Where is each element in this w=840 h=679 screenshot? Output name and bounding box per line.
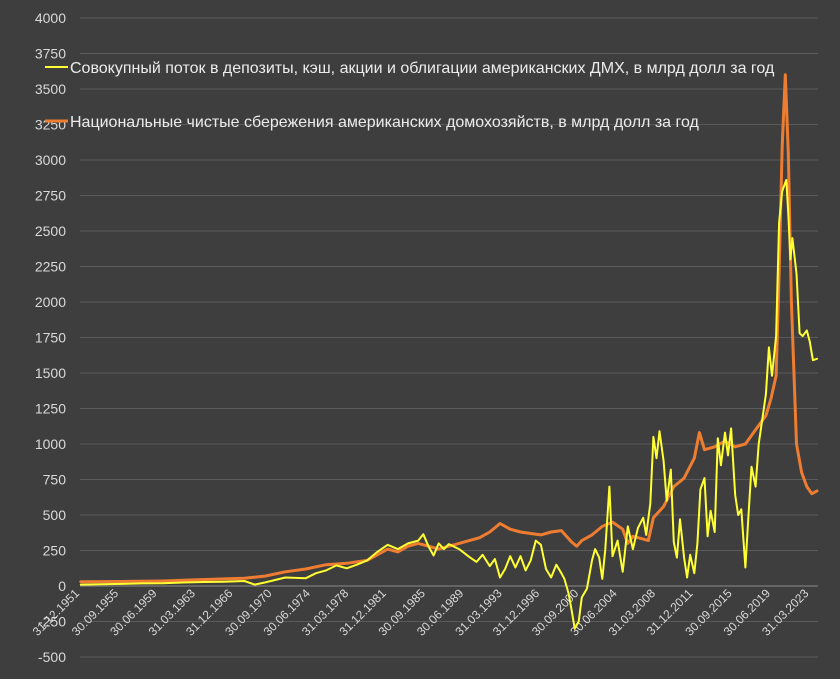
y-tick-label: 1250 (35, 401, 66, 417)
y-tick-label: 750 (43, 472, 67, 488)
y-tick-label: -250 (38, 614, 66, 630)
legend-label: Совокупный поток в депозиты, кэш, акции … (70, 60, 775, 77)
y-tick-label: 2250 (35, 259, 66, 275)
series-line-flows (79, 178, 818, 630)
y-tick-label: 2750 (35, 188, 66, 204)
gridlines (80, 17, 818, 658)
y-tick-label: 3500 (35, 81, 66, 97)
y-tick-label: 1750 (35, 330, 66, 346)
legend-label: Национальные чистые сбережения американс… (70, 114, 700, 131)
y-axis-tick-labels: -500 -250 0 250 500 750 1000 1250 1500 1750 2000 22… (35, 10, 66, 665)
y-tick-label: 0 (58, 578, 66, 594)
y-tick-label: 2000 (35, 294, 66, 310)
y-tick-label: 4000 (35, 10, 66, 26)
y-tick-label: 500 (43, 507, 67, 523)
y-tick-label: 3000 (35, 152, 66, 168)
x-axis-tick-labels: 31.12.195130.09.195530.06.195931.03.1963… (30, 586, 812, 639)
y-tick-label: 250 (43, 543, 67, 559)
y-tick-label: 3250 (35, 117, 66, 133)
y-tick-label: 1000 (35, 436, 66, 452)
y-tick-label: 3750 (35, 46, 66, 62)
y-tick-label: -500 (38, 649, 66, 665)
legend: Совокупный поток в депозиты, кэш, акции … (45, 60, 775, 131)
y-tick-label: 1500 (35, 365, 66, 381)
y-tick-label: 2500 (35, 223, 66, 239)
series-lines (79, 73, 819, 630)
